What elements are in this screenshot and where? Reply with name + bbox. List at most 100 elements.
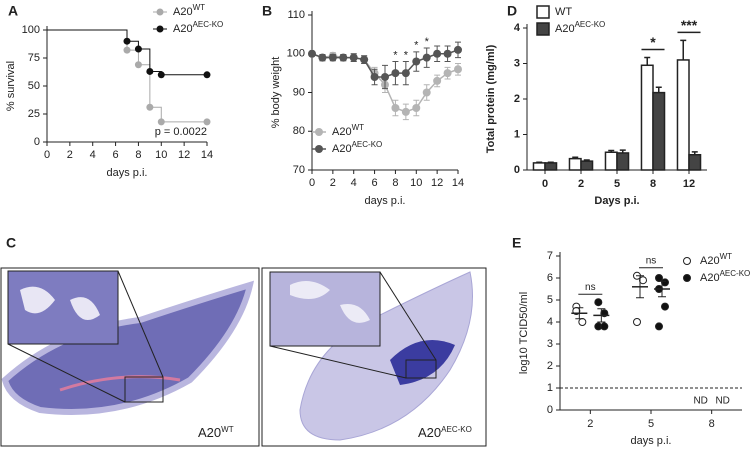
y-tick-label: 5 xyxy=(547,294,553,306)
bar xyxy=(676,59,690,171)
point xyxy=(594,298,603,307)
legend-label: WT xyxy=(555,6,572,18)
x-axis-title: days p.i. xyxy=(631,435,672,447)
point xyxy=(422,88,431,97)
y-tick-label: 110 xyxy=(287,9,305,21)
point xyxy=(123,46,131,54)
panel-label: A xyxy=(8,3,18,19)
not-detected: ND xyxy=(693,396,707,407)
bar xyxy=(640,64,654,171)
bar xyxy=(532,162,546,171)
point xyxy=(391,69,400,78)
y-axis-title: Total protein (mg/ml) xyxy=(485,44,497,153)
x-tick-label: 10 xyxy=(410,177,422,189)
error-bar xyxy=(644,56,651,66)
panel-label: B xyxy=(262,3,272,19)
y-tick-label: 2 xyxy=(547,360,553,372)
bar xyxy=(568,157,582,171)
annotation: p = 0.0022 xyxy=(155,126,207,138)
x-tick-label: 12 xyxy=(431,177,443,189)
legend-marker xyxy=(315,145,323,153)
legend-marker xyxy=(683,274,691,282)
y-tick-label: 2 xyxy=(514,93,520,105)
point xyxy=(633,318,641,326)
legend-label: A20AEC-KO xyxy=(332,140,382,155)
bar xyxy=(652,91,666,171)
legend-label: A20WT xyxy=(173,3,205,18)
legend-label: A20AEC-KO xyxy=(700,269,750,284)
point xyxy=(578,318,587,326)
zoom-line xyxy=(269,345,407,379)
point xyxy=(401,69,410,78)
point xyxy=(655,274,663,282)
panel-label: C xyxy=(6,235,16,251)
point xyxy=(360,55,369,64)
point xyxy=(433,76,442,85)
y-tick-label: 7 xyxy=(547,250,553,262)
point xyxy=(381,73,389,81)
not-detected: ND xyxy=(715,396,729,407)
y-tick-label: 25 xyxy=(28,108,40,120)
point xyxy=(339,53,348,62)
histology: C A20WT A20AEC-KO xyxy=(0,235,487,447)
vessel xyxy=(59,375,181,392)
point xyxy=(639,276,647,285)
point xyxy=(308,49,316,58)
y-tick-label: 3 xyxy=(547,338,553,350)
significance: * xyxy=(393,49,398,61)
image-frame xyxy=(261,267,487,447)
inset-detail xyxy=(20,286,100,320)
x-tick-label: 2 xyxy=(330,177,336,189)
error-bar xyxy=(597,308,606,323)
y-axis-title: % survival xyxy=(5,61,17,111)
point xyxy=(134,61,142,69)
legend-swatch xyxy=(536,22,550,36)
bar xyxy=(604,151,618,171)
significance: *** xyxy=(681,17,698,33)
x-tick-label: 0 xyxy=(309,177,315,189)
y-tick-label: 100 xyxy=(22,24,40,36)
point xyxy=(146,67,154,75)
y-tick-label: 70 xyxy=(293,164,305,176)
point xyxy=(318,53,327,62)
legend-label: A20AEC-KO xyxy=(173,20,223,35)
x-tick-label: 5 xyxy=(614,178,620,190)
significance: * xyxy=(650,34,656,50)
point xyxy=(391,104,400,112)
point xyxy=(349,53,358,62)
zoom-box xyxy=(405,359,437,379)
point xyxy=(422,53,431,62)
x-tick-label: 0 xyxy=(542,178,548,190)
x-tick-label: 12 xyxy=(683,178,695,190)
y-tick-label: 75 xyxy=(28,52,40,64)
x-tick-label: 8 xyxy=(650,178,656,190)
y-tick-label: 4 xyxy=(547,316,553,328)
y-tick-label: 4 xyxy=(514,22,521,34)
inset xyxy=(269,271,381,347)
zoom-line xyxy=(7,343,126,403)
point xyxy=(655,322,663,331)
panel-label: E xyxy=(512,235,521,251)
point xyxy=(661,302,669,311)
point xyxy=(157,118,165,126)
y-tick-label: 100 xyxy=(287,48,305,60)
point xyxy=(123,37,131,45)
legend-marker xyxy=(156,8,164,16)
significance: * xyxy=(414,40,419,52)
x-tick-label: 2 xyxy=(67,149,73,161)
y-tick-label: 3 xyxy=(514,57,520,69)
legend-label: A20WT xyxy=(332,123,364,138)
x-axis-title: days p.i. xyxy=(107,167,148,179)
legend-swatch xyxy=(536,5,550,19)
panel-label: D xyxy=(507,3,517,19)
x-tick-label: 8 xyxy=(709,418,715,430)
point xyxy=(454,45,462,54)
y-axis-title: log10 TCID50/ml xyxy=(518,292,530,374)
x-tick-label: 0 xyxy=(44,149,50,161)
point xyxy=(203,118,211,126)
error-bar xyxy=(575,307,584,320)
x-tick-label: 6 xyxy=(372,177,378,189)
point xyxy=(600,322,609,331)
x-tick-label: 5 xyxy=(648,418,654,430)
